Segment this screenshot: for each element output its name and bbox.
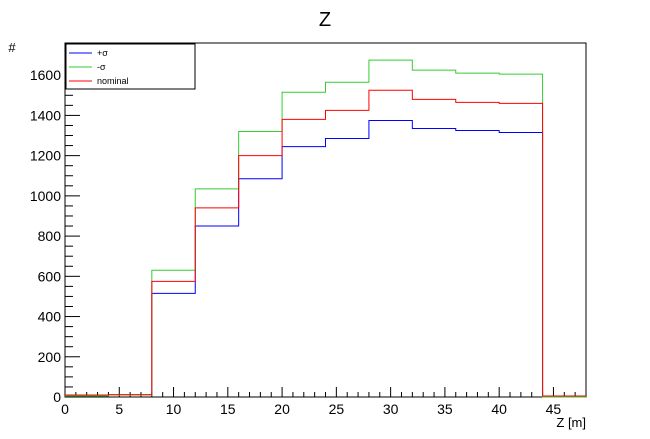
x-tick-label: 15 (220, 401, 236, 417)
y-tick-label: 1400 (30, 107, 61, 123)
x-tick-label: 30 (383, 401, 399, 417)
y-tick-label: 1200 (30, 148, 61, 164)
series-line-nominal (65, 89, 586, 397)
x-tick-label: 0 (61, 401, 69, 417)
y-tick-label: 1000 (30, 188, 61, 204)
x-tick-label: 40 (491, 401, 507, 417)
y-tick-label: 600 (38, 268, 62, 284)
series-group (65, 59, 586, 398)
legend: +σ -σ nominal (65, 43, 196, 90)
legend-label: -σ (97, 62, 106, 72)
y-tick-label: 1600 (30, 67, 61, 83)
x-axis-label: Z [m] (556, 415, 586, 430)
y-tick-label: 800 (38, 228, 62, 244)
x-tick-label: 45 (546, 401, 562, 417)
legend-label: nominal (97, 76, 129, 86)
y-tick-label: 400 (38, 309, 62, 325)
chart-title: Z (319, 9, 331, 31)
y-tick-label: 0 (53, 389, 61, 405)
y-axis-label: # (8, 40, 16, 55)
x-tick-label: 10 (166, 401, 182, 417)
y-tick-label: 200 (38, 349, 62, 365)
series-line-+σ (65, 119, 586, 398)
x-tick-label: 5 (115, 401, 123, 417)
x-tick-label: 25 (329, 401, 345, 417)
x-tick-label: 20 (274, 401, 290, 417)
axis-ticks: 0 5 10 15 20 25 30 35 40 45 0 200 400 600 800 1000 1200 1… (30, 44, 587, 417)
plot-frame (64, 42, 587, 398)
x-tick-label: 35 (437, 401, 453, 417)
legend-label: +σ (97, 48, 108, 58)
